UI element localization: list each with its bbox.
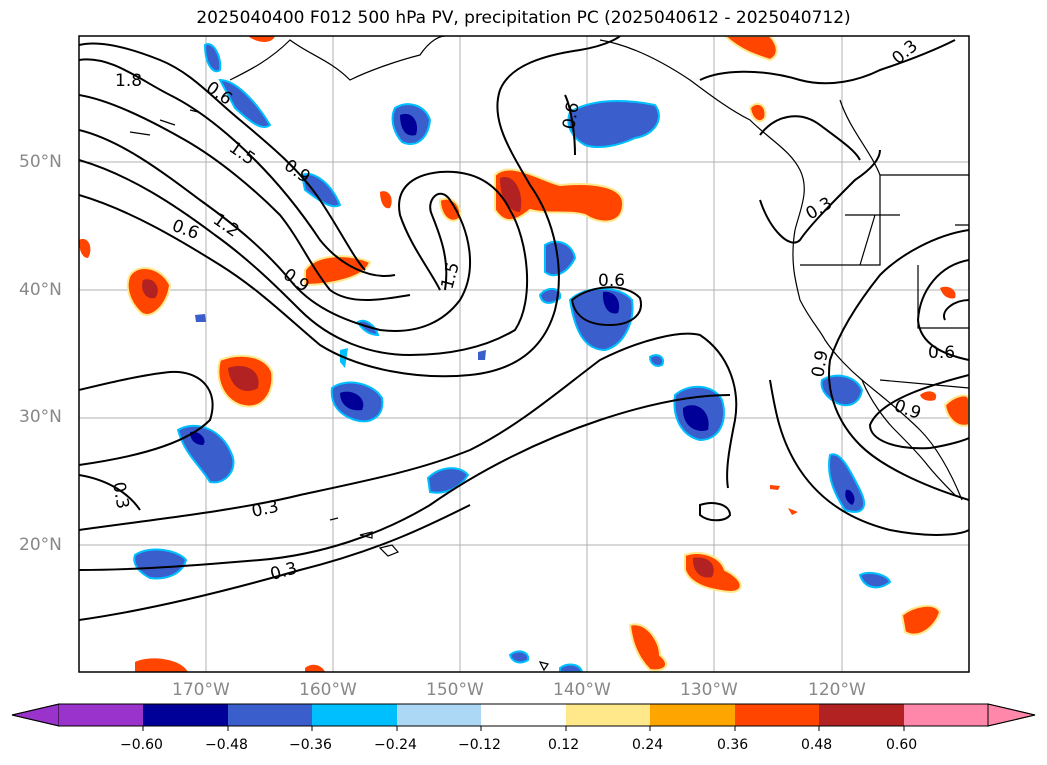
colorbar [11,703,1036,731]
map-title: 2025040400 F012 500 hPa PV, precipitatio… [196,8,851,28]
contour-label: 0.6 [928,343,955,363]
colorbar-segment [397,704,481,726]
gridlines [79,36,969,672]
lat-label: 30°N [19,407,62,427]
contour-label: 0.3 [108,480,132,510]
lon-label: 120°W [808,680,866,700]
colorbar-tick-label: −0.12 [458,737,501,753]
lat-label: 40°N [19,280,62,300]
contour-label: 0.3 [888,36,922,69]
lon-label: 130°W [680,680,738,700]
colorbar-segment [650,704,735,726]
coastlines [129,36,969,672]
colorbar-segment [735,704,819,726]
colorbar-tick-label: 0.24 [632,737,664,753]
precip-negative-anomalies [133,43,892,672]
contour-label: 0.3 [803,193,836,224]
colorbar-tick-label: −0.60 [120,737,163,753]
colorbar-extend-min [11,703,60,727]
contour-label: 0.3 [268,559,299,585]
contour-label: 0.9 [808,349,832,379]
colorbar-tick-label: −0.48 [205,737,248,753]
colorbar-segment [143,704,228,726]
contour-label: 0.6 [598,271,625,291]
lat-label: 50°N [19,152,62,172]
contour-label: 0.3 [250,497,281,522]
lon-label: 140°W [553,680,611,700]
colorbar-tick-label: 0.12 [548,737,580,753]
contour-label: 1.2 [209,210,243,242]
contour-label: 0.6 [169,216,201,244]
contour-labels: 1.8 0.6 1.5 0.9 1.2 0.6 0.9 1.5 0.6 0.6 … [108,36,955,585]
colorbar-tick-label: 0.48 [801,737,833,753]
contour-label: 0.6 [559,101,583,131]
colorbar-tick-label: −0.24 [374,737,417,753]
colorbar-segment [566,704,650,726]
lat-label: 20°N [19,535,62,555]
colorbar-segment [481,704,566,726]
contour-label: 1.8 [115,71,142,91]
colorbar-segment [904,704,988,726]
lon-label: 170°W [172,680,230,700]
colorbar-extend-max [987,703,1036,727]
colorbar-segment [59,704,143,726]
colorbar-segment [819,704,904,726]
colorbar-segment [312,704,397,726]
contour-label: 1.5 [225,138,259,170]
colorbar-segment [228,704,312,726]
colorbar-tick-label: −0.36 [289,737,332,753]
colorbar-tick-label: 0.36 [717,737,749,753]
precip-positive-anomalies [79,36,969,672]
lon-label: 150°W [426,680,484,700]
map-frame [78,35,970,673]
colorbar-tick-label: 0.60 [886,737,918,753]
contour-label: 0.9 [891,396,923,424]
lon-label: 160°W [299,680,357,700]
pv-contours [79,36,969,621]
